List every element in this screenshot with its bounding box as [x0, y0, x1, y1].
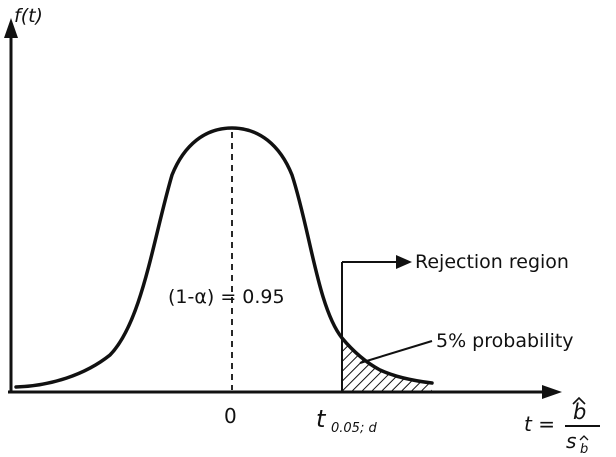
sub-hat-icon: [579, 435, 589, 441]
y-axis-label: f(t): [14, 5, 43, 27]
rejection-arrowhead: [396, 255, 412, 269]
x-axis: [8, 385, 562, 399]
x-axis-label: t = b s b: [524, 396, 600, 457]
y-axis: [4, 18, 18, 392]
critical-value-label-main: t: [316, 405, 327, 433]
x-label-denominator-main: s: [566, 429, 576, 453]
probability-label: 5% probability: [436, 330, 574, 352]
x-label-prefix: t =: [524, 412, 555, 436]
critical-value-label: t 0.05; d: [316, 405, 377, 436]
x-origin-label: 0: [224, 404, 237, 428]
confidence-label: (1-α) = 0.95: [168, 286, 285, 308]
y-axis-arrowhead: [4, 18, 18, 38]
rejection-region-pointer: [342, 255, 412, 269]
critical-value-label-sub: 0.05; d: [331, 421, 377, 436]
x-label-numerator: b: [573, 400, 586, 424]
rejection-region-label: Rejection region: [415, 251, 569, 273]
x-label-denominator-sub: b: [580, 442, 588, 457]
probability-pointer-line: [359, 340, 433, 364]
t-distribution-curve: [14, 126, 434, 389]
hat-icon: [572, 396, 586, 405]
x-axis-arrowhead: [542, 385, 562, 399]
